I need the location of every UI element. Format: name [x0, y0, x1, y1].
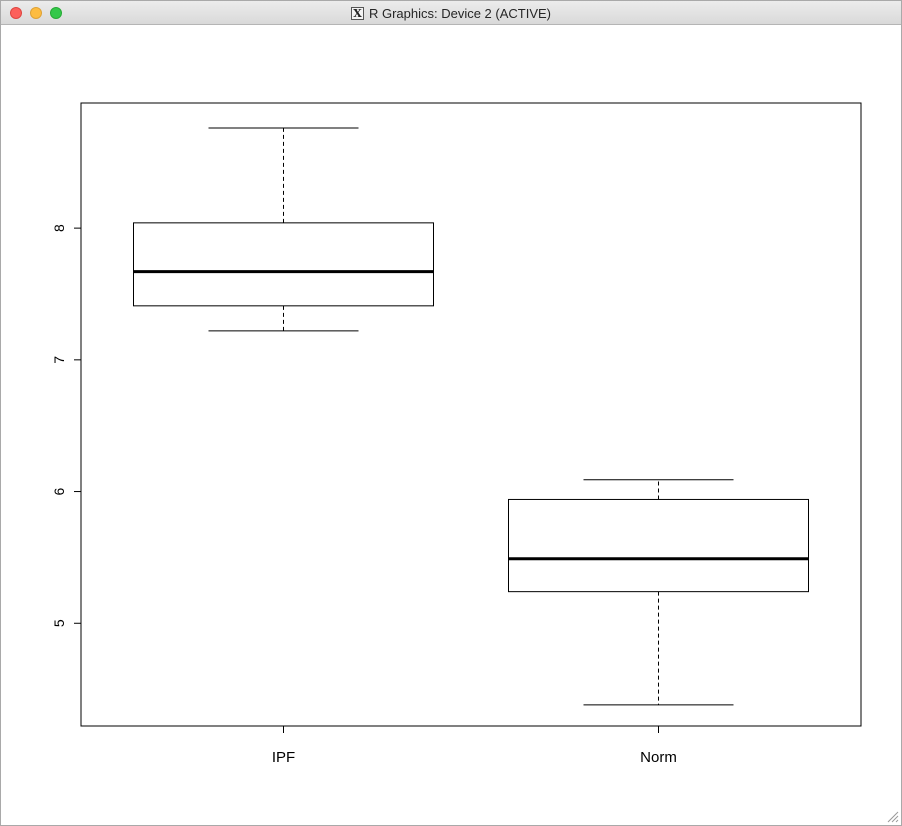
- x-tick-label-ipf: IPF: [272, 749, 295, 766]
- y-tick-label: 6: [51, 487, 67, 495]
- window-title: R Graphics: Device 2 (ACTIVE): [368, 5, 552, 21]
- x-axis: IPF Norm: [272, 725, 677, 766]
- box-ipf: [133, 127, 434, 332]
- zoom-button[interactable]: [50, 7, 62, 19]
- iqr-box: [508, 498, 809, 593]
- y-tick-label: 5: [51, 619, 67, 627]
- x11-icon: X: [350, 6, 364, 20]
- minimize-button[interactable]: [30, 7, 42, 19]
- y-axis: 5 6 7 8: [51, 224, 82, 627]
- y-tick-label: 8: [51, 224, 67, 232]
- iqr-box: [133, 222, 434, 307]
- window-title-container: X R Graphics: Device 2 (ACTIVE): [1, 1, 901, 25]
- plot-frame: [80, 102, 862, 727]
- box-norm: [508, 479, 809, 706]
- y-tick-label: 7: [51, 356, 67, 364]
- resize-grip-icon[interactable]: [887, 811, 899, 823]
- boxes-layer: [133, 127, 809, 706]
- boxplot-chart: 5 6 7 8 IPF Norm: [51, 102, 862, 766]
- x-tick-label-norm: Norm: [640, 749, 677, 766]
- title-bar[interactable]: X R Graphics: Device 2 (ACTIVE): [1, 1, 901, 25]
- close-button[interactable]: [10, 7, 22, 19]
